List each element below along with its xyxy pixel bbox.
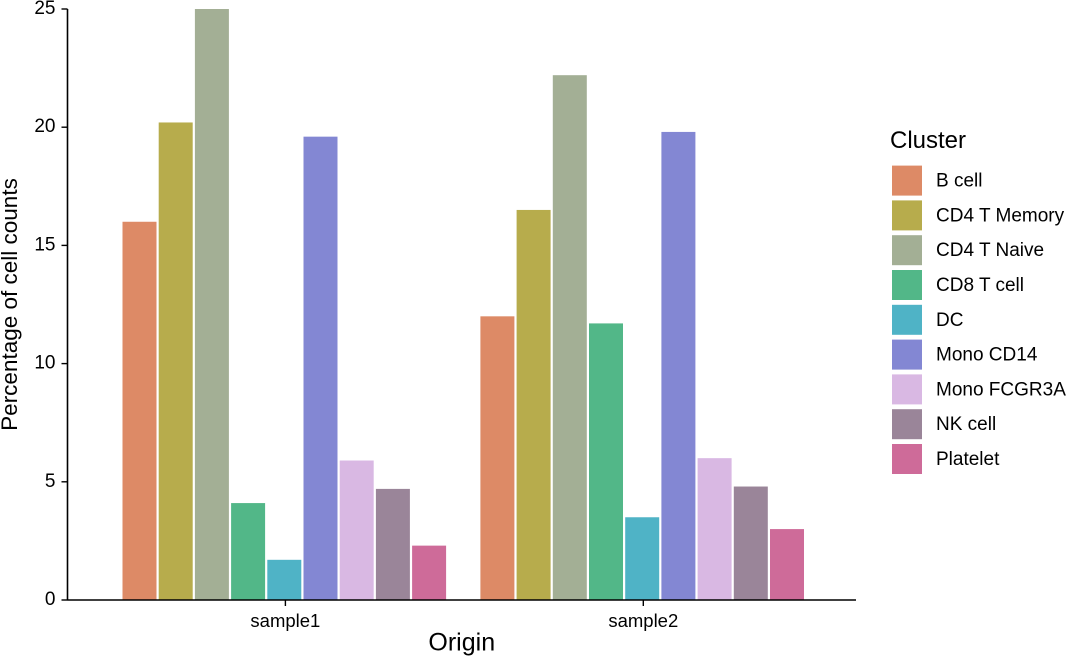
svg-text:Origin: Origin (428, 628, 495, 656)
svg-text:Platelet: Platelet (936, 449, 1000, 470)
svg-text:25: 25 (34, 0, 55, 19)
svg-text:0: 0 (45, 589, 56, 610)
svg-text:15: 15 (34, 234, 55, 255)
svg-text:NK cell: NK cell (936, 414, 996, 435)
svg-text:Mono CD14: Mono CD14 (936, 345, 1038, 366)
svg-text:sample1: sample1 (250, 610, 320, 631)
svg-text:Percentage of cell counts: Percentage of cell counts (0, 178, 22, 431)
svg-text:DC: DC (936, 310, 963, 331)
svg-text:20: 20 (34, 116, 55, 137)
svg-text:Mono FCGR3A: Mono FCGR3A (936, 379, 1066, 400)
svg-text:CD8 T cell: CD8 T cell (936, 275, 1024, 296)
svg-text:sample2: sample2 (608, 610, 678, 631)
svg-text:Cluster: Cluster (890, 127, 966, 154)
svg-text:5: 5 (45, 471, 56, 492)
svg-text:B cell: B cell (936, 171, 982, 192)
svg-text:CD4 T Memory: CD4 T Memory (936, 205, 1065, 226)
svg-text:10: 10 (34, 353, 55, 374)
svg-text:CD4 T Naive: CD4 T Naive (936, 240, 1044, 261)
